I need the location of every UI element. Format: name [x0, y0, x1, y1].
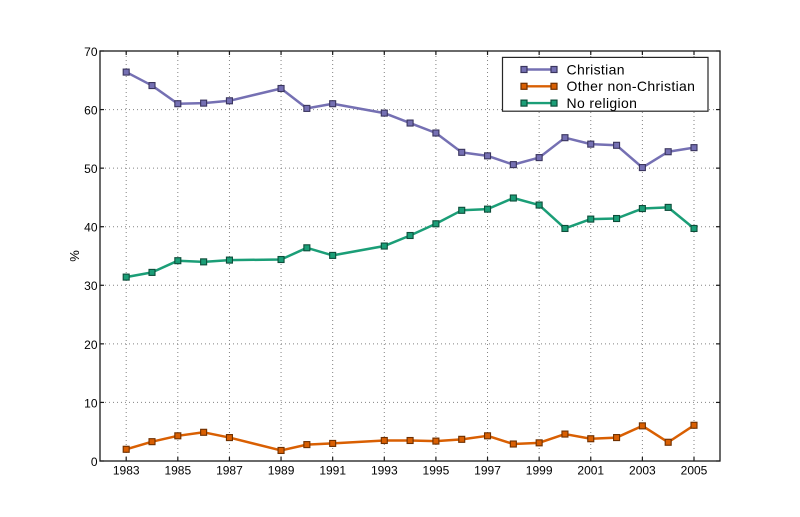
svg-text:%: % [67, 250, 82, 262]
svg-text:20: 20 [84, 338, 98, 352]
svg-text:40: 40 [84, 221, 98, 235]
svg-text:30: 30 [84, 279, 98, 293]
svg-text:Other non-Christian: Other non-Christian [567, 78, 696, 94]
svg-text:2003: 2003 [629, 464, 656, 478]
svg-text:1995: 1995 [423, 464, 450, 478]
svg-text:1993: 1993 [371, 464, 398, 478]
svg-text:50: 50 [84, 162, 98, 176]
svg-text:1983: 1983 [113, 464, 140, 478]
svg-text:1999: 1999 [526, 464, 553, 478]
svg-text:No religion: No religion [567, 95, 638, 111]
svg-text:1987: 1987 [216, 464, 243, 478]
svg-text:1985: 1985 [164, 464, 191, 478]
svg-text:1989: 1989 [268, 464, 295, 478]
svg-text:70: 70 [84, 45, 98, 59]
svg-text:10: 10 [84, 396, 98, 410]
svg-text:1997: 1997 [474, 464, 501, 478]
svg-text:1991: 1991 [319, 464, 346, 478]
svg-text:2005: 2005 [681, 464, 708, 478]
svg-text:2001: 2001 [577, 464, 604, 478]
svg-text:0: 0 [91, 455, 98, 469]
svg-text:60: 60 [84, 103, 98, 117]
svg-text:Christian: Christian [567, 61, 625, 77]
